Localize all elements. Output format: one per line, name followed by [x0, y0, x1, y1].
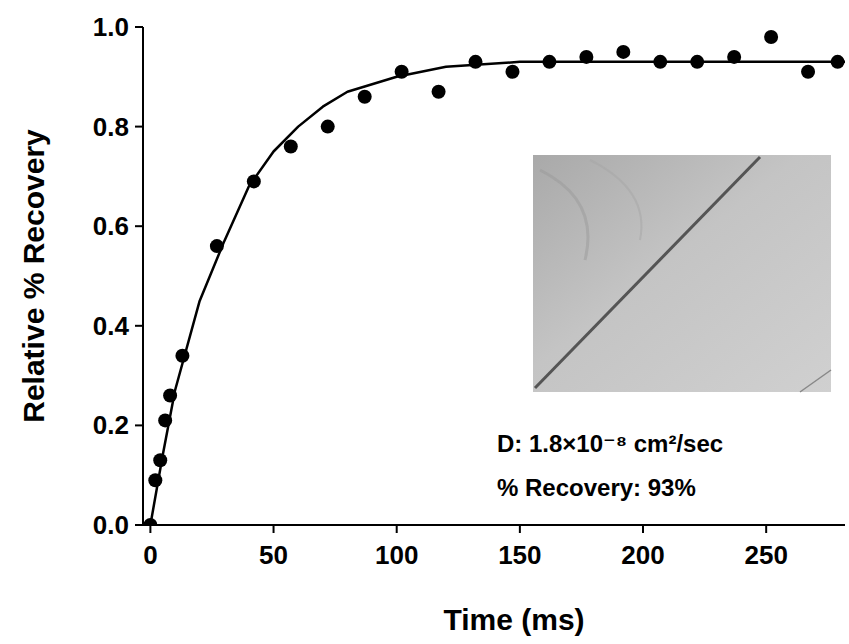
y-axis-title: Relative % Recovery: [17, 129, 50, 423]
data-point: [801, 65, 815, 79]
x-tick: [396, 525, 398, 533]
data-point: [616, 45, 630, 59]
chart: 0.0 0.2 0.4 0.6 0.8 1.0 0 50 100 150 200 250 Time (m…: [0, 0, 849, 644]
y-tick-label: 1.0: [93, 12, 129, 42]
x-axis-title: Time (ms): [443, 603, 584, 636]
inset-background: [533, 155, 831, 392]
inset-fiber: [535, 157, 760, 388]
data-point: [469, 55, 483, 69]
x-tick-label: 200: [621, 540, 664, 570]
y-tick-label: 0.0: [93, 510, 129, 540]
x-tick: [519, 525, 521, 533]
y-tick: [135, 524, 143, 526]
y-tick: [135, 126, 143, 128]
x-tick-label: 250: [744, 540, 787, 570]
x-tick: [765, 525, 767, 533]
y-tick-label: 0.2: [93, 410, 129, 440]
y-tick-label: 0.4: [93, 311, 130, 341]
fit-line: [150, 62, 845, 525]
inset-image: [533, 155, 831, 392]
x-tick-label: 100: [375, 540, 418, 570]
x-axis-line: [143, 524, 845, 526]
y-tick: [135, 424, 143, 426]
y-tick: [135, 26, 143, 28]
data-point: [432, 85, 446, 99]
x-tick: [149, 525, 151, 533]
x-tick: [273, 525, 275, 533]
y-tick-label: 0.8: [93, 112, 129, 142]
data-point: [284, 140, 298, 154]
x-tick-label: 0: [143, 540, 157, 570]
inset-feature: [590, 160, 641, 240]
annotation: % Recovery: 93%: [497, 474, 696, 501]
x-tick: [642, 525, 644, 533]
y-tick-label: 0.6: [93, 211, 129, 241]
annotation: D: 1.8×10⁻⁸ cm²/sec: [497, 430, 723, 457]
y-tick: [135, 225, 143, 227]
data-point: [505, 65, 519, 79]
data-point: [764, 30, 778, 44]
inset-feature: [540, 170, 588, 260]
y-tick: [135, 325, 143, 327]
x-tick-label: 150: [498, 540, 541, 570]
y-axis-line: [142, 27, 144, 525]
data-point: [358, 90, 372, 104]
inset-fiber: [800, 370, 831, 392]
plot-area: [143, 30, 845, 525]
x-tick-label: 50: [259, 540, 288, 570]
data-point: [321, 120, 335, 134]
